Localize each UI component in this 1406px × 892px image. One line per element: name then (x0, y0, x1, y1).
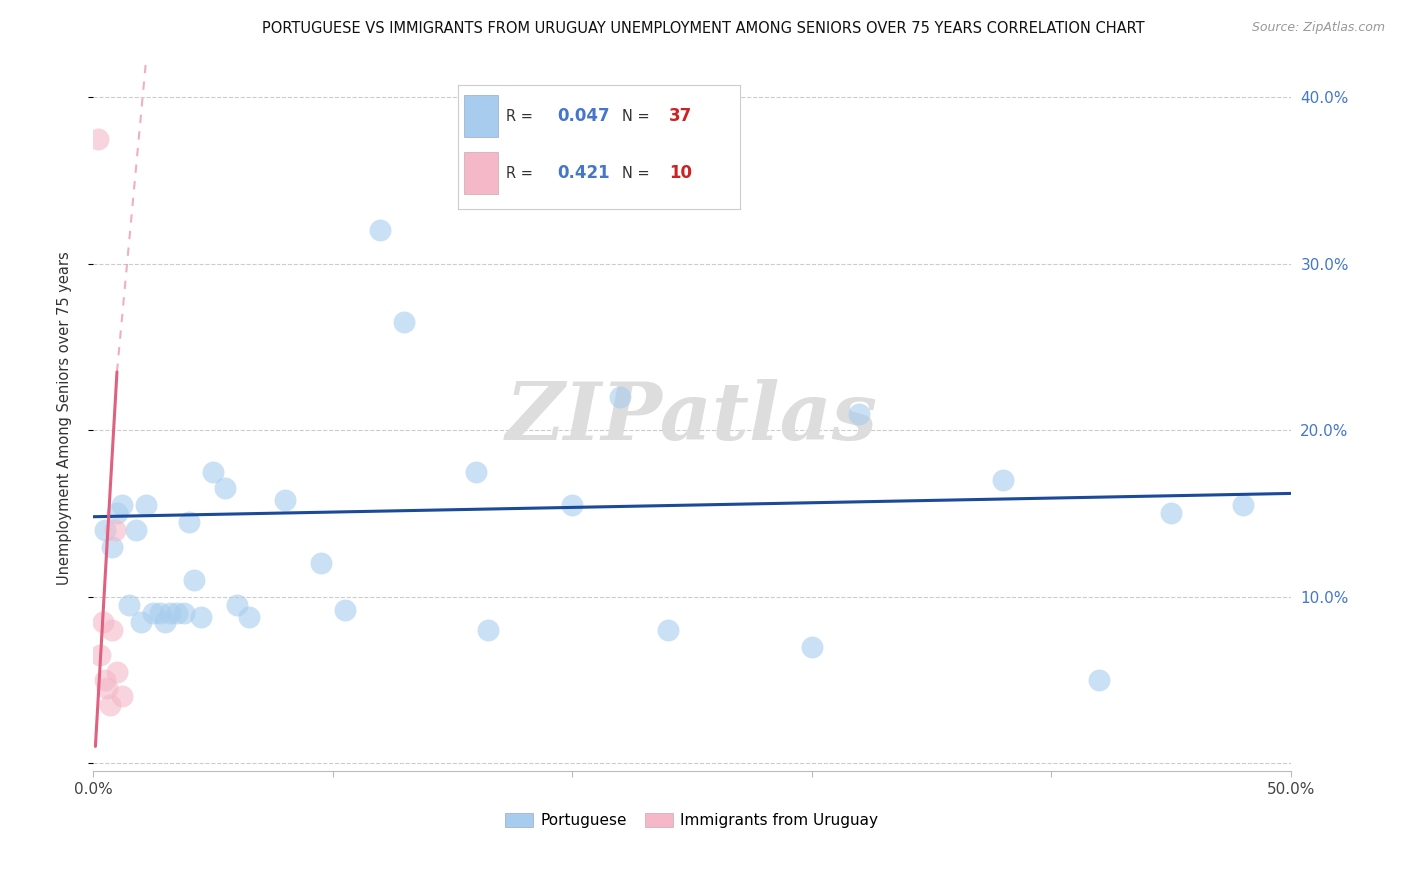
Point (89, 648, 111, 662)
Point (96, 681, 118, 695)
Point (87, 132, 110, 146)
Point (101, 540, 124, 554)
Point (149, 607, 172, 621)
Point (201, 465, 224, 479)
Point (135, 498, 157, 512)
Point (153, 615, 176, 629)
Point (991, 473, 1014, 487)
Point (394, 315, 416, 329)
Point (657, 623, 679, 637)
Point (273, 493, 295, 508)
Point (238, 609, 260, 624)
Text: ZIPatlas: ZIPatlas (506, 379, 877, 457)
Point (190, 609, 212, 624)
Y-axis label: Unemployment Among Seniors over 75 years: Unemployment Among Seniors over 75 years (58, 251, 72, 584)
Point (111, 498, 134, 512)
Point (142, 607, 165, 621)
Point (111, 690, 134, 704)
Point (94, 673, 117, 687)
Point (129, 615, 152, 629)
Point (159, 607, 181, 621)
Point (848, 407, 870, 421)
Point (1088, 673, 1111, 687)
Point (800, 640, 823, 654)
Point (225, 598, 247, 612)
Point (333, 603, 356, 617)
Point (105, 665, 128, 679)
Point (309, 557, 332, 571)
Point (94, 523, 117, 537)
Text: PORTUGUESE VS IMMIGRANTS FROM URUGUAY UNEMPLOYMENT AMONG SENIORS OVER 75 YEARS C: PORTUGUESE VS IMMIGRANTS FROM URUGUAY UN… (262, 21, 1144, 36)
Point (465, 465, 488, 479)
Text: Source: ZipAtlas.com: Source: ZipAtlas.com (1251, 21, 1385, 34)
Point (1160, 507, 1182, 521)
Point (561, 498, 583, 512)
Point (214, 482, 236, 496)
Point (103, 523, 125, 537)
Legend: Portuguese, Immigrants from Uruguay: Portuguese, Immigrants from Uruguay (499, 807, 884, 834)
Point (1232, 498, 1254, 512)
Point (101, 623, 124, 637)
Point (105, 507, 128, 521)
Point (173, 607, 195, 621)
Point (91, 615, 114, 629)
Point (177, 515, 200, 529)
Point (183, 573, 205, 587)
Point (118, 598, 141, 612)
Point (477, 623, 499, 637)
Point (166, 607, 188, 621)
Point (370, 223, 392, 237)
Point (125, 523, 148, 537)
Point (98, 698, 121, 712)
Point (609, 390, 631, 404)
